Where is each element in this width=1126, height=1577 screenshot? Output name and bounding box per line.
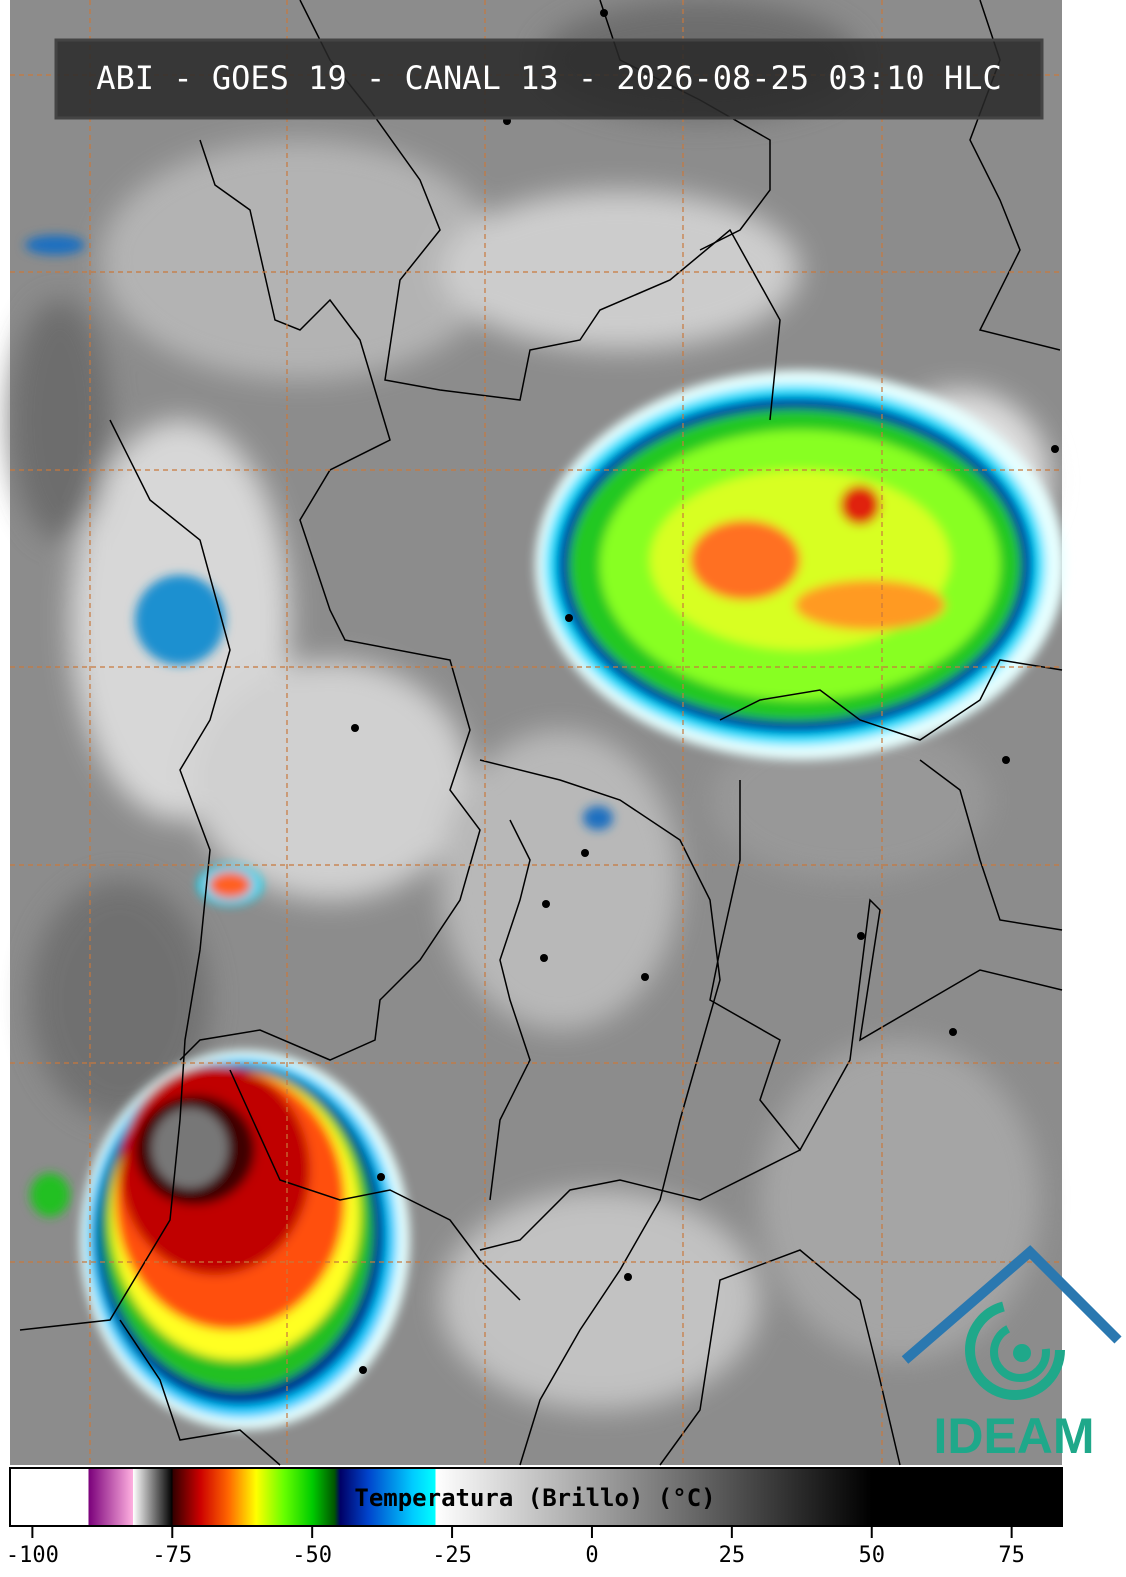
tick-label: -25 xyxy=(432,1543,472,1568)
title: ABI - GOES 19 - CANAL 13 - 2026-08-25 03… xyxy=(96,59,1001,97)
colorbar: Temperatura (Brillo) (°C) -100 -75 -50 -25 0… xyxy=(6,1467,1063,1568)
map-image xyxy=(10,0,1065,1466)
tick-label: 25 xyxy=(719,1543,746,1568)
colorbar-ramp xyxy=(9,1467,1063,1527)
tick-label: 50 xyxy=(858,1543,885,1568)
storm-southwest xyxy=(25,235,613,1430)
tick-label: -50 xyxy=(292,1543,332,1568)
colorbar-label: Temperatura (Brillo) (°C) xyxy=(354,1484,715,1512)
tick-label: -75 xyxy=(152,1543,192,1568)
logo-text: IDEAM xyxy=(933,1408,1094,1464)
graticule xyxy=(10,0,1062,1465)
tick-label: 0 xyxy=(585,1543,598,1568)
title-box: ABI - GOES 19 - CANAL 13 - 2026-08-25 03… xyxy=(54,38,1044,120)
borders xyxy=(19,0,1063,1466)
logo: IDEAM xyxy=(901,1245,1122,1464)
tick-label: -100 xyxy=(6,1543,59,1568)
storm-northeast xyxy=(535,370,1065,760)
city-markers xyxy=(351,9,1059,1374)
tick-label: 75 xyxy=(998,1543,1025,1568)
